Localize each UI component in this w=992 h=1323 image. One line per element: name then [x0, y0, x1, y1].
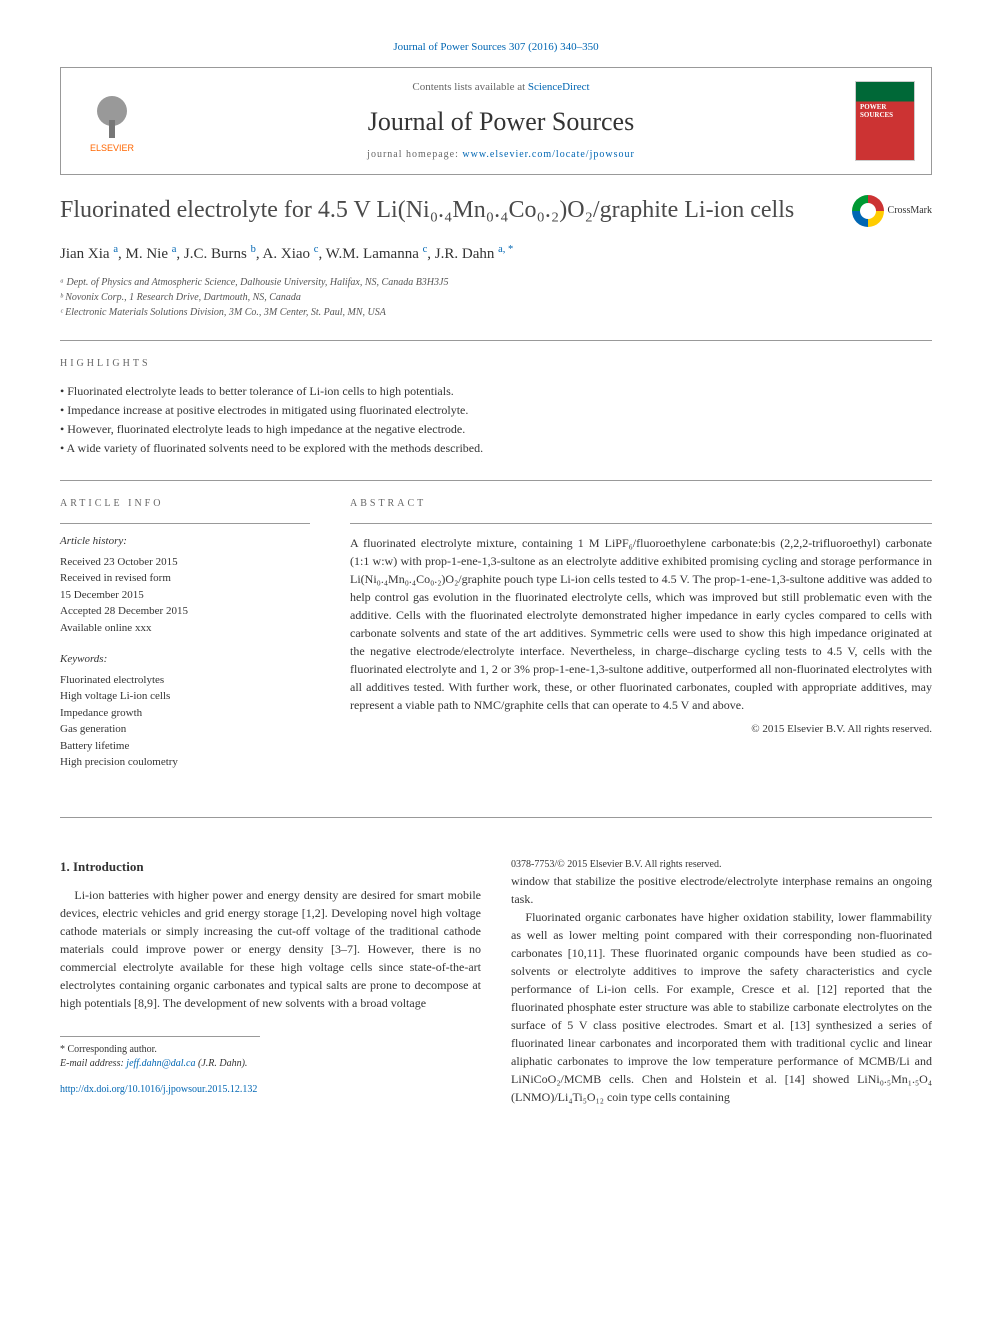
- author-list: Jian Xia a, M. Nie a, J.C. Burns b, A. X…: [60, 243, 932, 265]
- crossmark-badge[interactable]: CrossMark: [852, 195, 932, 227]
- author-email-link[interactable]: jeff.dahn@dal.ca: [126, 1058, 195, 1069]
- highlight-item: Fluorinated electrolyte leads to better …: [60, 383, 932, 400]
- doi-link[interactable]: http://dx.doi.org/10.1016/j.jpowsour.201…: [60, 1083, 481, 1097]
- article-body: 1. Introduction Li-ion batteries with hi…: [60, 858, 932, 1106]
- divider: [60, 480, 932, 481]
- elsevier-tree-icon: [87, 88, 137, 138]
- article-history: Article history: Received 23 October 201…: [60, 534, 310, 636]
- crossmark-icon: [852, 195, 884, 227]
- journal-homepage: journal homepage: www.elsevier.com/locat…: [163, 148, 839, 162]
- abstract-label: ABSTRACT: [350, 497, 932, 511]
- abstract-text: A fluorinated electrolyte mixture, conta…: [350, 534, 932, 714]
- body-paragraph: Li-ion batteries with higher power and e…: [60, 886, 481, 1012]
- sciencedirect-link[interactable]: ScienceDirect: [528, 81, 590, 93]
- journal-header: ELSEVIER Contents lists available at Sci…: [60, 67, 932, 175]
- homepage-link[interactable]: www.elsevier.com/locate/jpowsour: [462, 149, 634, 160]
- highlight-item: A wide variety of fluorinated solvents n…: [60, 440, 932, 457]
- divider: [60, 340, 932, 341]
- divider: [60, 817, 932, 818]
- highlights-section: HIGHLIGHTS Fluorinated electrolyte leads…: [60, 357, 932, 456]
- article-info-label: ARTICLE INFO: [60, 497, 310, 511]
- article-title: Fluorinated electrolyte for 4.5 V Li(Ni₀…: [60, 195, 836, 226]
- body-paragraph: window that stabilize the positive elect…: [511, 872, 932, 908]
- journal-cover-thumbnail[interactable]: [855, 81, 915, 161]
- corresponding-author-footnote: * Corresponding author. E-mail address: …: [60, 1036, 260, 1071]
- keywords-block: Keywords: Fluorinated electrolytesHigh v…: [60, 652, 310, 770]
- highlight-item: However, fluorinated electrolyte leads t…: [60, 421, 932, 438]
- affiliations: ᵃ Dept. of Physics and Atmospheric Scien…: [60, 275, 932, 320]
- publisher-logo[interactable]: ELSEVIER: [77, 81, 147, 161]
- highlights-label: HIGHLIGHTS: [60, 357, 932, 371]
- abstract-copyright: © 2015 Elsevier B.V. All rights reserved…: [350, 722, 932, 737]
- contents-available: Contents lists available at ScienceDirec…: [163, 80, 839, 95]
- body-paragraph: Fluorinated organic carbonates have high…: [511, 908, 932, 1106]
- highlight-item: Impedance increase at positive electrode…: [60, 402, 932, 419]
- journal-title: Journal of Power Sources: [163, 104, 839, 140]
- crossmark-label: CrossMark: [888, 204, 932, 218]
- intro-heading: 1. Introduction: [60, 858, 481, 876]
- publisher-name: ELSEVIER: [90, 142, 134, 155]
- journal-reference: Journal of Power Sources 307 (2016) 340–…: [60, 40, 932, 55]
